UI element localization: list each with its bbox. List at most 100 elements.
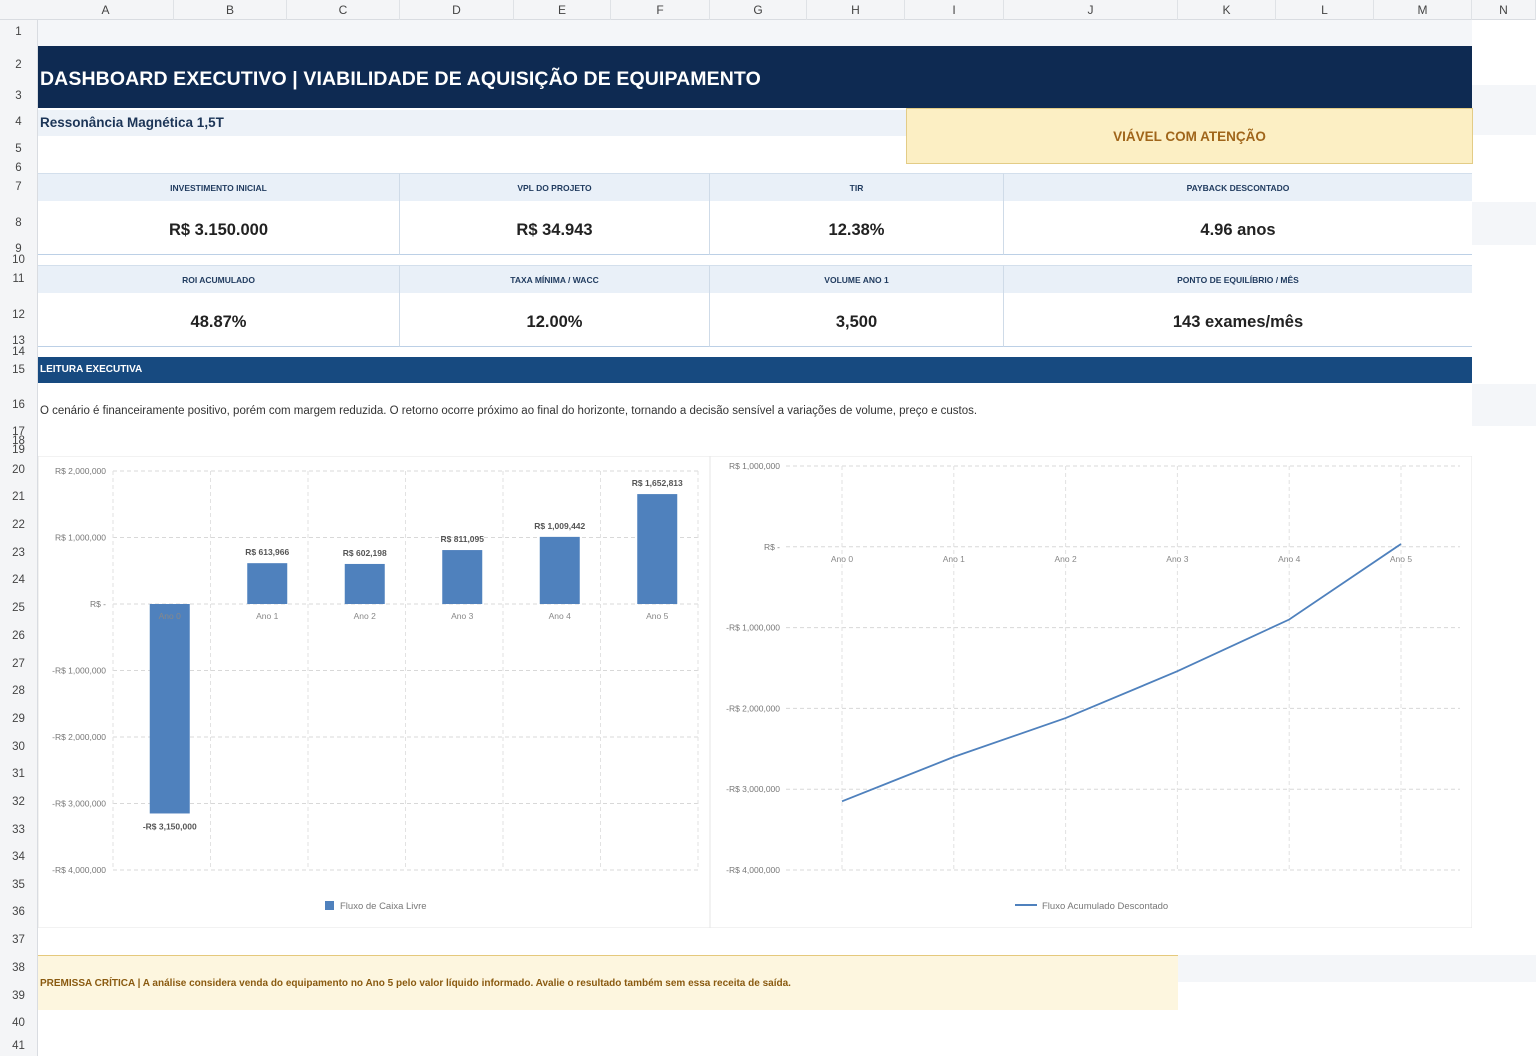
- kpi-label-payback: PAYBACK DESCONTADO: [1004, 173, 1472, 201]
- row-header-24[interactable]: 24: [12, 574, 25, 586]
- row-header-37[interactable]: 37: [12, 934, 25, 946]
- row-header-7[interactable]: 7: [15, 181, 22, 193]
- x-tick-label: Ano 3: [451, 611, 473, 621]
- row-header-bar: 1 2 3 4 5 6 7 8 9 10 11 12 13 14 15 16 17 18 19 20 21 22 23 24 2…: [0, 20, 38, 1056]
- data-label: R$ 602,198: [343, 548, 387, 558]
- row-header-25[interactable]: 25: [12, 602, 25, 614]
- y-tick-label: R$ 2,000,000: [55, 466, 106, 476]
- column-header-a[interactable]: A: [38, 0, 174, 20]
- row-header-19[interactable]: 19: [12, 444, 25, 456]
- row-header-32[interactable]: 32: [12, 796, 25, 808]
- row-header-27[interactable]: 27: [12, 658, 25, 670]
- y-tick-label: -R$ 1,000,000: [52, 666, 106, 676]
- row-header-30[interactable]: 30: [12, 741, 25, 753]
- row-header-8[interactable]: 8: [15, 217, 22, 229]
- row-header-12[interactable]: 12: [12, 309, 25, 321]
- column-header-i[interactable]: I: [905, 0, 1004, 20]
- y-tick-label: -R$ 1,000,000: [726, 623, 780, 633]
- bar-ano-4: [539, 536, 580, 604]
- column-header-m[interactable]: M: [1374, 0, 1472, 20]
- bar-ano-0: [149, 604, 190, 814]
- x-tick-label: Ano 0: [159, 611, 181, 621]
- chart-area: [710, 456, 1472, 928]
- row-header-16[interactable]: 16: [12, 399, 25, 411]
- row-header-4[interactable]: 4: [15, 116, 22, 128]
- x-tick-label: Ano 0: [831, 554, 853, 564]
- row-header-6[interactable]: 6: [15, 162, 22, 174]
- row-header-41[interactable]: 41: [12, 1040, 25, 1052]
- row-header-26[interactable]: 26: [12, 630, 25, 642]
- side-band: [1472, 85, 1536, 135]
- row-header-13[interactable]: 13: [12, 335, 25, 347]
- row-header-40[interactable]: 40: [12, 1017, 25, 1029]
- column-header-d[interactable]: D: [400, 0, 514, 20]
- row-header-38[interactable]: 38: [12, 962, 25, 974]
- row-header-3[interactable]: 3: [15, 90, 22, 102]
- y-tick-label: R$ -: [90, 599, 106, 609]
- accumulated-discounted-line-chart[interactable]: R$ 1,000,000 R$ - -R$ 1,000,000 -R$ 2,000,0…: [710, 456, 1472, 928]
- x-tick-label: Ano 3: [1166, 554, 1188, 564]
- row-header-22[interactable]: 22: [12, 519, 25, 531]
- column-header-n[interactable]: N: [1472, 0, 1536, 20]
- cash-flow-bar-chart[interactable]: R$ 2,000,000 R$ 1,000,000 R$ - -R$ 1,000,00…: [38, 456, 710, 928]
- row-header-29[interactable]: 29: [12, 713, 25, 725]
- row-header-9[interactable]: 9: [15, 243, 22, 255]
- legend-label: Fluxo Acumulado Descontado: [1042, 901, 1168, 912]
- x-tick-label: Ano 1: [256, 611, 278, 621]
- row-header-18[interactable]: 18: [12, 435, 25, 447]
- x-tick-label: Ano 5: [646, 611, 668, 621]
- bar-ano-1: [247, 563, 288, 604]
- row-header-36[interactable]: 36: [12, 906, 25, 918]
- y-tick-label: -R$ 2,000,000: [726, 703, 780, 713]
- row-header-1[interactable]: 1: [15, 26, 22, 38]
- executive-reading-text: O cenário é financeiramente positivo, po…: [40, 405, 978, 417]
- row-header-35[interactable]: 35: [12, 879, 25, 891]
- column-header-f[interactable]: F: [611, 0, 710, 20]
- row-header-33[interactable]: 33: [12, 824, 25, 836]
- row-header-20[interactable]: 20: [12, 464, 25, 476]
- x-tick-label: Ano 2: [354, 611, 376, 621]
- column-header-g[interactable]: G: [710, 0, 807, 20]
- x-tick-label: Ano 1: [943, 554, 965, 564]
- x-tick-label: Ano 4: [1278, 554, 1300, 564]
- y-tick-label: -R$ 3,000,000: [52, 799, 106, 809]
- row-header-23[interactable]: 23: [12, 547, 25, 559]
- y-tick-label: R$ 1,000,000: [55, 533, 106, 543]
- kpi-value-payback: 4.96 anos: [1004, 201, 1472, 255]
- row-header-2[interactable]: 2: [15, 59, 22, 71]
- row-1-band: [38, 20, 1472, 46]
- column-header-e[interactable]: E: [514, 0, 611, 20]
- row-header-34[interactable]: 34: [12, 851, 25, 863]
- side-band: [1472, 384, 1536, 426]
- row-header-28[interactable]: 28: [12, 685, 25, 697]
- row-header-21[interactable]: 21: [12, 491, 25, 503]
- column-header-b[interactable]: B: [174, 0, 287, 20]
- kpi-value-roi: 48.87%: [38, 293, 400, 347]
- column-header-l[interactable]: L: [1276, 0, 1374, 20]
- column-header-j[interactable]: J: [1004, 0, 1178, 20]
- row-header-11[interactable]: 11: [12, 273, 25, 285]
- y-tick-label: R$ -: [764, 542, 780, 552]
- y-tick-label: -R$ 4,000,000: [726, 865, 780, 875]
- kpi-label-breakeven: PONTO DE EQUILÍBRIO / MÊS: [1004, 265, 1472, 293]
- row-header-15[interactable]: 15: [12, 364, 25, 376]
- kpi-value-investimento: R$ 3.150.000: [38, 201, 400, 255]
- legend-swatch: [325, 901, 334, 910]
- column-header-c[interactable]: C: [287, 0, 400, 20]
- x-tick-label: Ano 5: [1390, 554, 1412, 564]
- legend-label: Fluxo de Caixa Livre: [340, 901, 427, 912]
- row-header-10[interactable]: 10: [12, 254, 25, 266]
- y-tick-label: -R$ 4,000,000: [52, 865, 106, 875]
- x-tick-label: Ano 4: [549, 611, 571, 621]
- column-header-k[interactable]: K: [1178, 0, 1276, 20]
- dashboard-title: DASHBOARD EXECUTIVO | VIABILIDADE DE AQU…: [38, 46, 1472, 108]
- kpi-label-volume: VOLUME ANO 1: [710, 265, 1004, 293]
- row-header-39[interactable]: 39: [12, 990, 25, 1002]
- row-header-17[interactable]: 17: [12, 426, 25, 438]
- row-header-5[interactable]: 5: [15, 143, 22, 155]
- column-header-h[interactable]: H: [807, 0, 905, 20]
- kpi-label-tir: TIR: [710, 173, 1004, 201]
- kpi-value-breakeven: 143 exames/mês: [1004, 293, 1472, 347]
- row-header-14[interactable]: 14: [12, 346, 25, 358]
- row-header-31[interactable]: 31: [12, 768, 25, 780]
